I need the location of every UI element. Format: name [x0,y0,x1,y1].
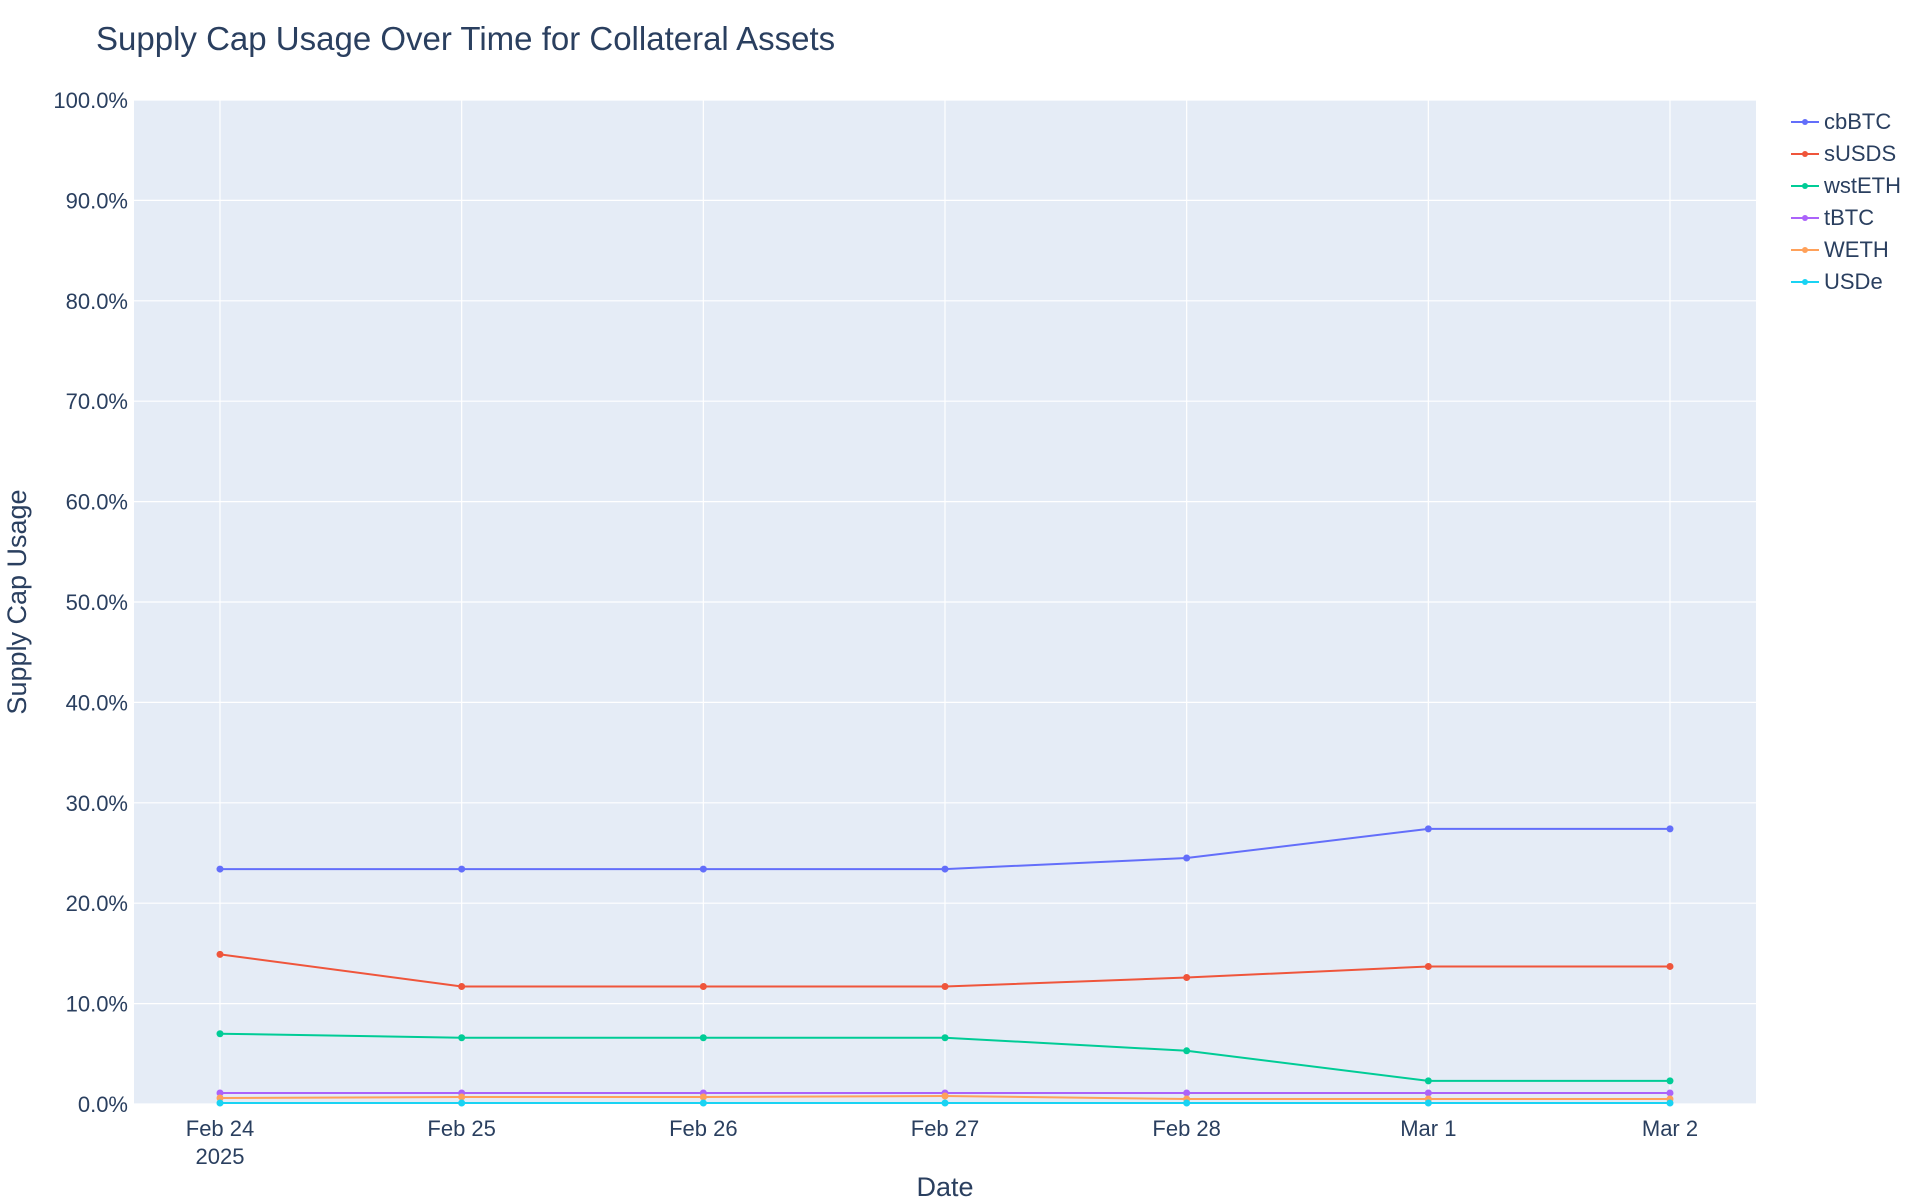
data-point [941,1099,949,1107]
x-tick-label: Mar 2 [1642,1116,1698,1141]
y-tick-label: 0.0% [78,1092,128,1117]
data-point [216,1099,224,1107]
legend-item-cbBTC[interactable]: cbBTC [1790,106,1901,138]
data-point [216,950,224,958]
data-point [1183,1047,1191,1055]
x-tick-year-label: 2025 [196,1144,245,1169]
data-point [458,1099,466,1107]
legend-item-WETH[interactable]: WETH [1790,234,1901,266]
data-point [1183,973,1191,981]
legend-swatch [1791,279,1819,285]
y-tick-label: 10.0% [66,992,128,1017]
legend-label: wstETH [1824,173,1901,198]
data-point [1666,1089,1674,1097]
y-tick-label: 80.0% [66,289,128,314]
data-point [699,1093,707,1101]
data-point [941,1034,949,1042]
data-point [458,1034,466,1042]
legend-label: sUSDS [1824,141,1897,166]
data-point [458,1093,466,1101]
legend-swatch [1791,119,1819,125]
legend-swatch [1791,151,1819,157]
legend-item-sUSDS[interactable]: sUSDS [1790,138,1901,170]
data-point [1424,1099,1432,1107]
data-point [458,983,466,991]
legend-item-tBTC[interactable]: tBTC [1790,202,1901,234]
y-tick-label: 40.0% [66,690,128,715]
series-USDe [216,1099,1674,1107]
legend: cbBTC sUSDS wstETH tBTC WETH USDe [1790,106,1901,298]
x-tick-label: Feb 27 [911,1116,980,1141]
data-point [941,1092,949,1100]
legend-label: USDe [1824,269,1883,294]
legend-item-wstETH[interactable]: wstETH [1790,170,1901,202]
grid [134,99,1756,1105]
data-point [458,865,466,873]
data-point [1424,1089,1432,1097]
data-point [699,865,707,873]
y-tick-label: 70.0% [66,389,128,414]
y-tick-label: 20.0% [66,891,128,916]
legend-swatch [1791,215,1819,221]
data-point [216,1030,224,1038]
y-tick-label: 100.0% [53,88,128,113]
x-tick-label: Feb 26 [669,1116,738,1141]
x-axis-title: Date [916,1172,973,1200]
data-point [216,865,224,873]
data-point [1183,854,1191,862]
legend-label: tBTC [1824,205,1875,230]
series-sUSDS [216,950,1674,991]
data-point [941,865,949,873]
axes: 0.0% 10.0% 20.0% 30.0% 40.0% 50.0% 60.0% 70.0% 8… [53,88,1698,1169]
x-tick-label: Mar 1 [1400,1116,1456,1141]
x-tick-label: Feb 24 [186,1116,255,1141]
legend-label: WETH [1824,237,1889,262]
data-point [1666,1099,1674,1107]
legend-item-USDe[interactable]: USDe [1790,266,1901,298]
x-tick-label: Feb 25 [427,1116,496,1141]
y-tick-label: 60.0% [66,490,128,515]
data-point [1666,962,1674,970]
data-point [1424,962,1432,970]
data-point [1666,825,1674,833]
data-point [699,1099,707,1107]
series-cbBTC [216,825,1674,873]
series-wstETH [216,1030,1674,1085]
legend-swatch [1791,183,1819,189]
data-point [699,983,707,991]
data-point [1424,1077,1432,1085]
x-tick-label: Feb 28 [1152,1116,1221,1141]
legend-swatch [1791,247,1819,253]
y-tick-label: 30.0% [66,791,128,816]
data-point [1424,825,1432,833]
series [216,825,1674,1107]
data-point [941,983,949,991]
data-point [1666,1077,1674,1085]
data-point [1183,1089,1191,1097]
data-point [1183,1099,1191,1107]
data-point [216,1094,224,1102]
y-tick-label: 50.0% [66,590,128,615]
y-axis-title: Supply Cap Usage [2,489,32,714]
data-point [699,1034,707,1042]
legend-label: cbBTC [1824,109,1892,134]
data-point [216,1089,224,1097]
chart-title: Supply Cap Usage Over Time for Collatera… [96,20,836,57]
y-tick-label: 90.0% [66,188,128,213]
